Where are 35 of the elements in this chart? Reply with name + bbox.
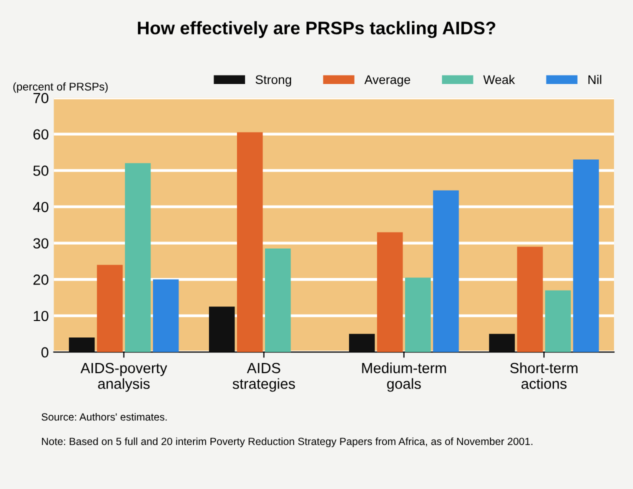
source-note: Source: Authors' estimates. [42, 412, 167, 421]
y-tick-label: 10 [34, 310, 48, 322]
legend-label: Strong [256, 75, 292, 87]
bar [208, 306, 235, 352]
x-tick-label: AIDS-poverty analysis [80, 362, 168, 392]
legend-label: Nil [588, 74, 602, 84]
bar [349, 334, 375, 352]
bar [405, 278, 431, 352]
bar [545, 290, 571, 352]
bar [96, 264, 123, 352]
y-tick-label: 60 [33, 129, 48, 140]
y-tick-label: 0 [41, 347, 48, 358]
y-tick-label: 70 [33, 92, 48, 104]
bar [124, 163, 151, 352]
bar [377, 232, 403, 352]
x-tick-label: Medium-term goals [362, 362, 446, 392]
bar [489, 334, 515, 352]
bar [433, 190, 459, 352]
x-tick-label: AIDS strategies [232, 362, 295, 392]
legend-label: Weak [483, 74, 515, 84]
bar [573, 160, 599, 352]
x-tick-label: Short-term actions [510, 362, 578, 389]
y-tick-label: 20 [33, 274, 48, 285]
legend-label: Average [364, 75, 410, 87]
y-axis-title: (percent of PRSPs) [13, 82, 108, 93]
chart-title: How effectively are PRSPs tackling AIDS? [138, 21, 496, 38]
text: Note: Based on 5 full and 20 interim Poverty Reduction Strategy Papers from Africa, as of November 2001. [42, 437, 532, 448]
y-tick-label: 40 [33, 202, 48, 212]
bar [265, 248, 291, 352]
bar [152, 279, 179, 352]
y-tick-label: 50 [33, 166, 48, 176]
bar [517, 246, 543, 352]
bar [68, 338, 95, 352]
y-tick-label: 30 [33, 238, 48, 249]
bar [236, 132, 263, 352]
